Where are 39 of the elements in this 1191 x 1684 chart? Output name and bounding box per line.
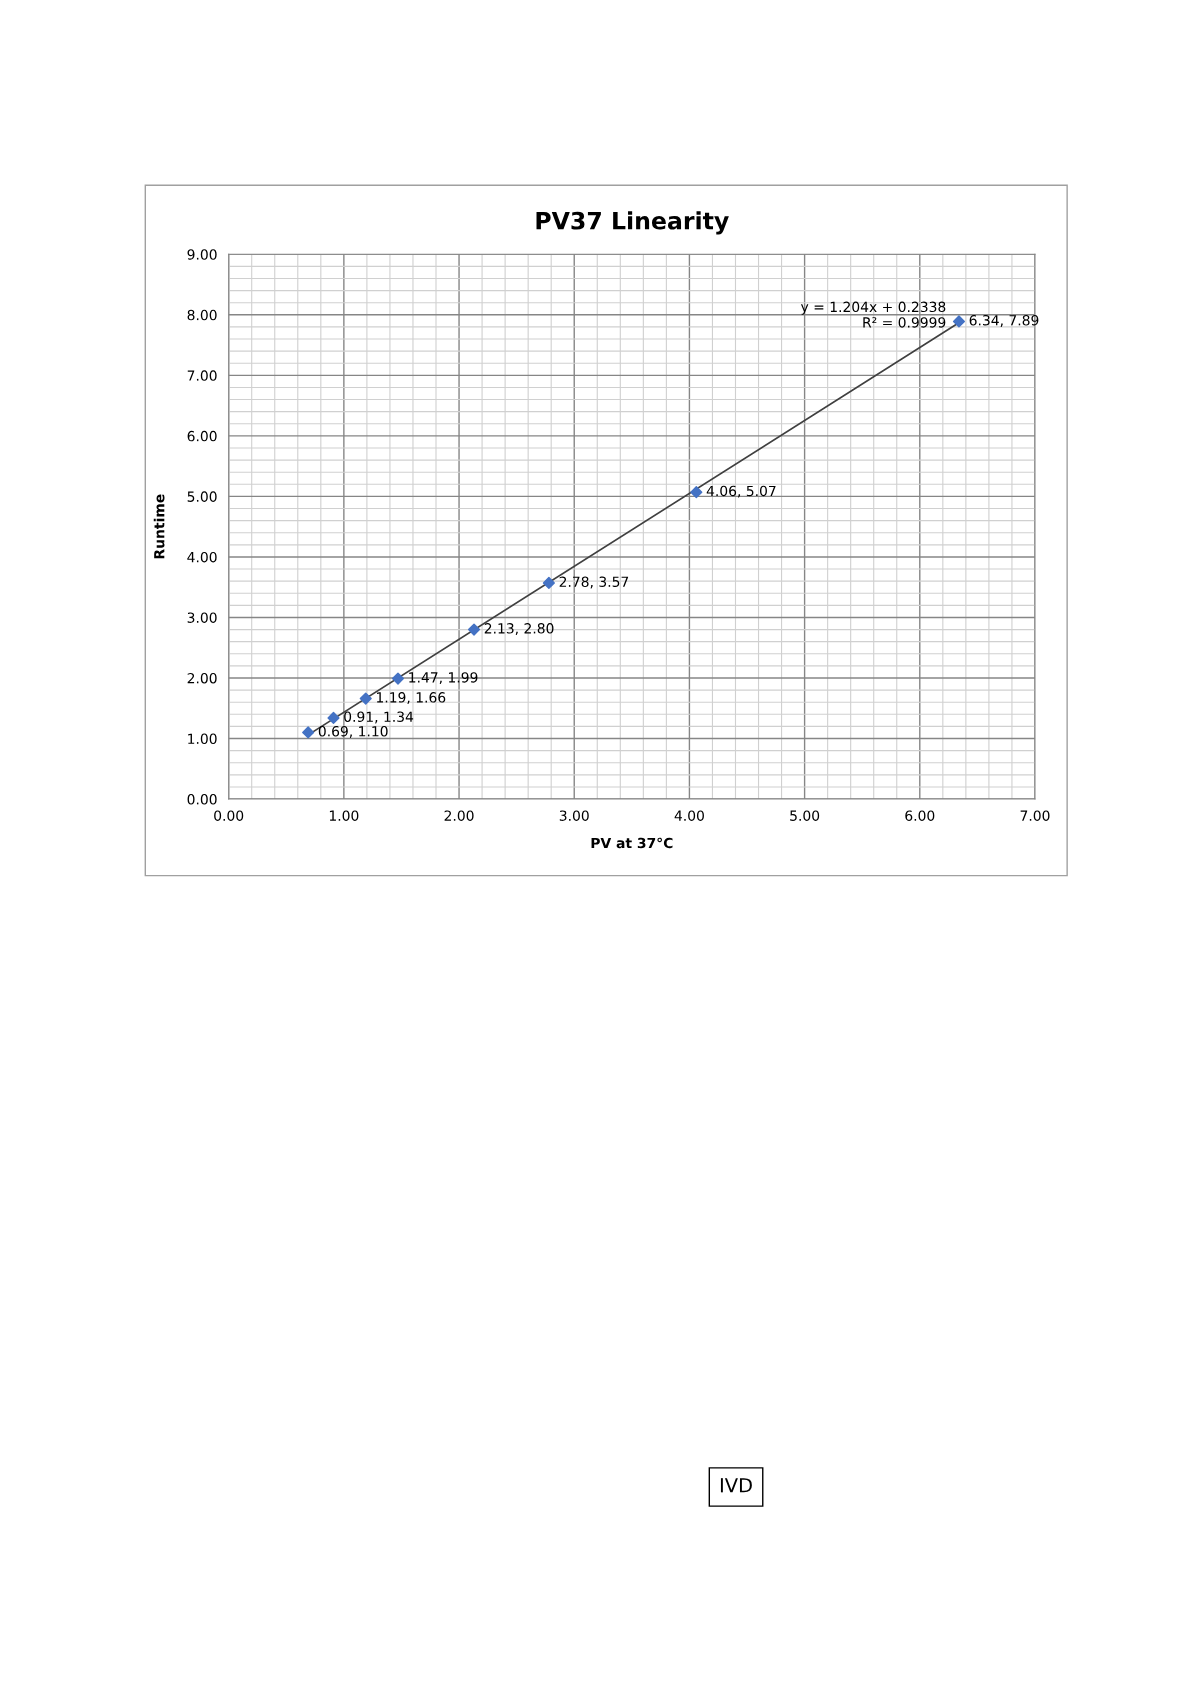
data-label: 2.78, 3.57 (559, 576, 629, 589)
point (690, 486, 703, 499)
text: IVD (720, 1478, 752, 1493)
point (359, 692, 372, 705)
point (542, 576, 555, 590)
x-tick-label: 1.00 (329, 810, 359, 821)
y-tick-label: 6.00 (187, 430, 217, 442)
y-tick-label: 4.00 (187, 551, 217, 563)
data-label: 1.19, 1.66 (376, 692, 446, 705)
x-axis-title: PV at 37°C (591, 837, 673, 849)
data-label: 6.34, 7.89 (969, 315, 1039, 327)
data-label: 4.06, 5.07 (706, 485, 776, 498)
point (467, 623, 481, 636)
x-tick-label: 7.00 (1020, 810, 1050, 821)
y-tick-label: 9.00 (187, 249, 217, 260)
x-tick-label: 6.00 (905, 810, 935, 821)
annotation: y = 1.204x + 0.2338 R² = 0.9999 (800, 301, 946, 328)
y-tick-label: 3.00 (187, 612, 217, 623)
x-tick-label: 5.00 (790, 810, 820, 821)
data-label: 2.13, 2.80 (484, 623, 554, 636)
y-tick-label: 2.00 (187, 672, 217, 684)
y-tick-label: 0.00 (187, 794, 217, 805)
chart-title: PV37 Linearity (536, 211, 729, 235)
point (327, 711, 340, 725)
point (302, 726, 315, 739)
x-tick-label: 0.00 (214, 810, 244, 821)
x-tick-label: 3.00 (559, 810, 589, 821)
point (952, 315, 966, 328)
y-tick-label: 7.00 (187, 370, 217, 381)
x-tick-label: 2.00 (444, 810, 474, 821)
data-label: 1.47, 1.99 (409, 672, 478, 685)
x-tick-label: 4.00 (674, 810, 704, 821)
data-label: 0.91, 1.34 (344, 711, 414, 724)
y-tick-label: 8.00 (187, 309, 217, 321)
y-tick-label: 5.00 (187, 491, 217, 502)
y-tick-label: 1.00 (188, 733, 217, 744)
data-label: 0.69, 1.10 (318, 726, 388, 738)
point (391, 672, 405, 685)
y-axis-title: Runtime (153, 494, 165, 559)
